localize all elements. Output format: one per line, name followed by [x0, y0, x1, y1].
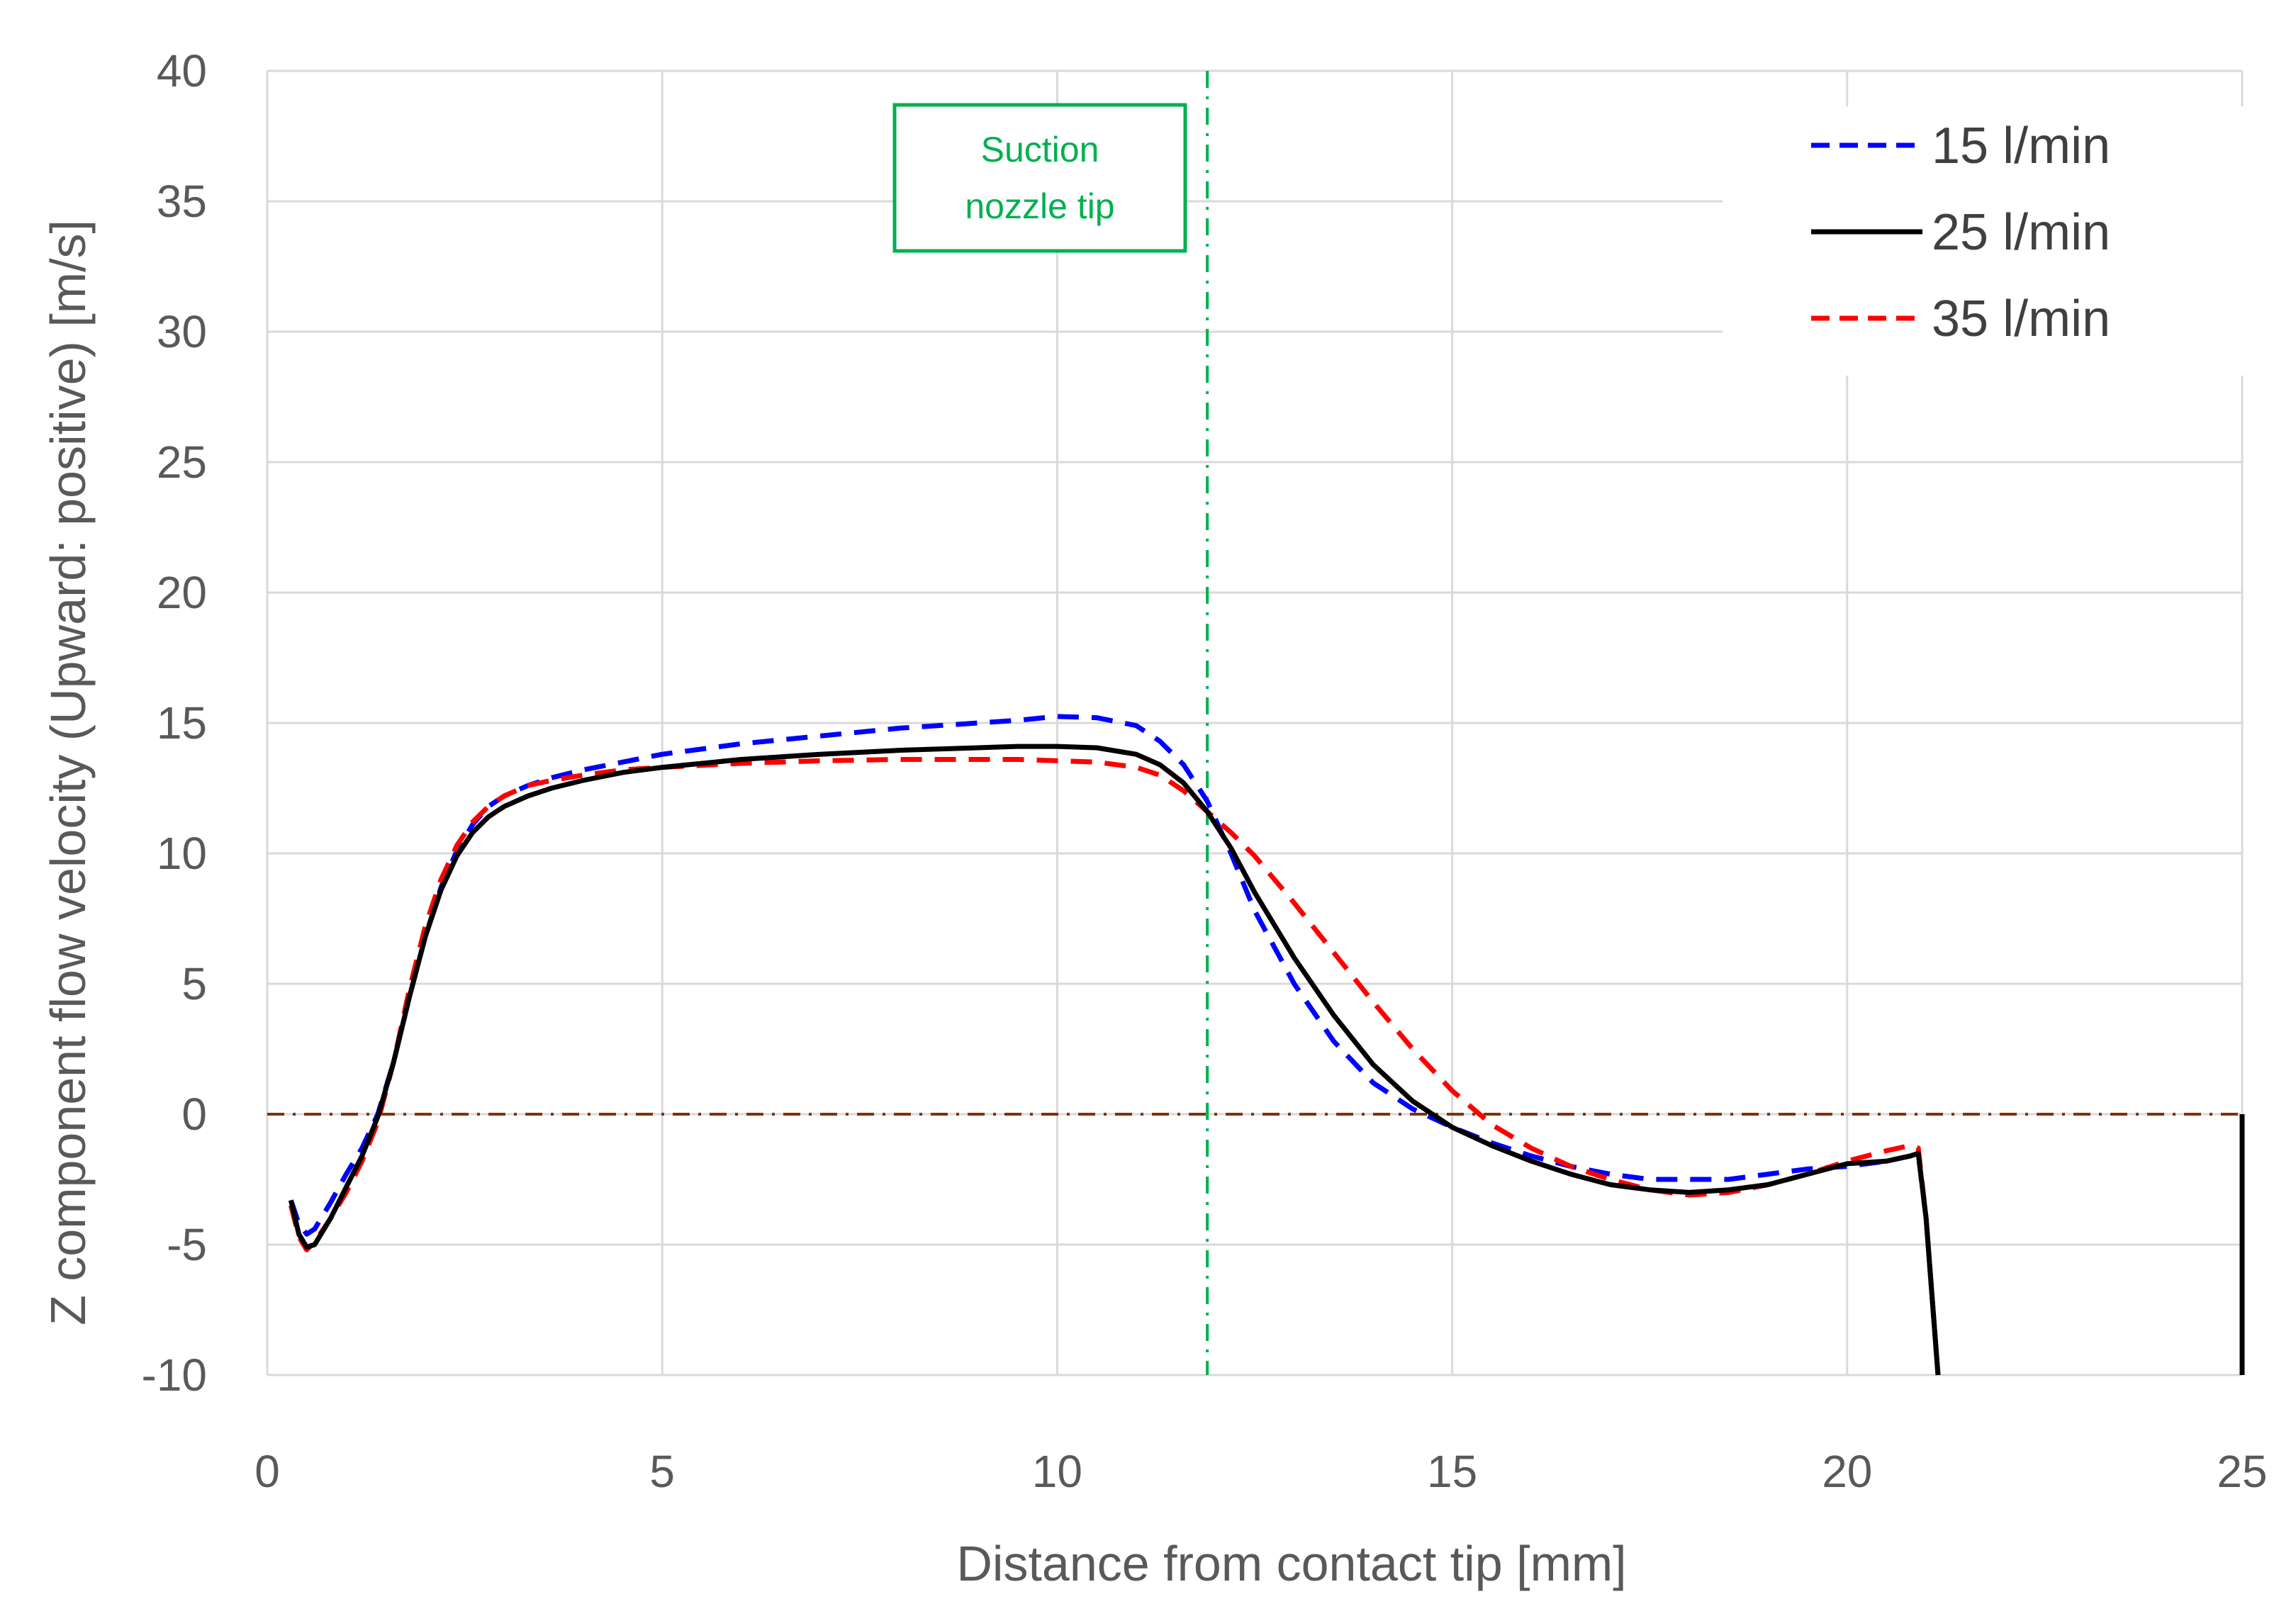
legend-label: 35 l/min	[1932, 291, 2110, 347]
y-tick-label: -10	[142, 1350, 208, 1401]
x-tick-label: 15	[1427, 1446, 1477, 1497]
x-tick-label: 20	[1822, 1446, 1872, 1497]
annotation-text-line-1: Suction	[981, 130, 1099, 169]
y-tick-label: 10	[157, 828, 207, 879]
suction-nozzle-annotation: Suction nozzle tip	[892, 103, 1187, 253]
y-tick-label: 40	[157, 45, 207, 96]
legend: 15 l/min 25 l/min 35 l/min	[1723, 106, 2247, 376]
legend-background	[1723, 106, 2247, 376]
series-line-35-l-min	[289, 757, 1941, 1376]
y-tick-label: 5	[181, 958, 207, 1009]
x-tick-label: 0	[254, 1446, 280, 1497]
y-tick-label: -5	[167, 1219, 207, 1270]
x-tick-label: 10	[1032, 1446, 1082, 1497]
y-tick-label: 25	[157, 437, 207, 488]
y-tick-label: 0	[181, 1089, 207, 1140]
y-tick-label: 30	[157, 306, 207, 357]
series-line-25-l-min	[288, 744, 1941, 1376]
y-tick-labels: -10 -5 0 5 10 15 20 25 30 35 40	[142, 45, 208, 1401]
x-tick-labels: 0 5 10 15 20 25	[254, 1446, 2267, 1497]
y-tick-label: 15	[157, 697, 207, 748]
series-line-15-l-min	[289, 714, 1941, 1376]
series-lines	[288, 714, 2245, 1376]
annotation-text-line-2: nozzle tip	[965, 186, 1114, 226]
x-tick-label: 5	[649, 1446, 675, 1497]
legend-label: 15 l/min	[1932, 118, 2110, 174]
x-axis-title: Distance from contact tip [mm]	[956, 1536, 1626, 1591]
y-tick-label: 35	[157, 176, 207, 227]
y-axis-title: Z component flow velocity (Upward: posit…	[40, 220, 96, 1325]
reference-lines	[267, 71, 2242, 1375]
legend-label: 25 l/min	[1932, 204, 2110, 261]
x-tick-label: 25	[2217, 1446, 2267, 1497]
annotation-box	[892, 103, 1187, 253]
y-tick-label: 20	[157, 567, 207, 618]
